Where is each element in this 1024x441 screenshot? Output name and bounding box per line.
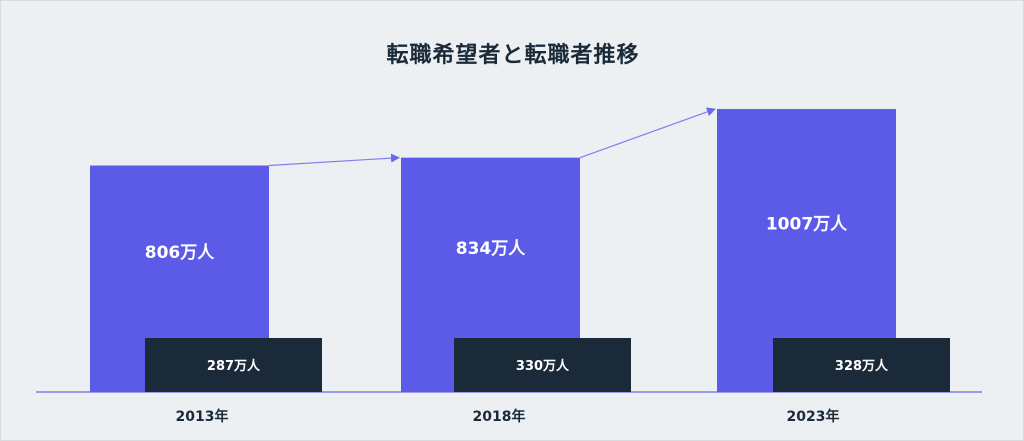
- x-tick-label-2: 2018年: [473, 408, 526, 425]
- trend-arrow-2: [579, 107, 716, 159]
- primary-bar-label-2: 834万人: [456, 239, 526, 259]
- trend-arrow-1: [268, 153, 400, 167]
- primary-bar-label-1: 806万人: [145, 243, 215, 263]
- x-tick-label-3: 2023年: [787, 408, 840, 425]
- primary-bar-label-3: 1007万人: [766, 215, 848, 235]
- secondary-bar-3: [773, 338, 950, 392]
- secondary-bar-label-3: 328万人: [835, 358, 889, 374]
- secondary-bar-1: [145, 338, 322, 392]
- chart-title: 転職希望者と転職者推移: [386, 43, 640, 68]
- secondary-bar-label-2: 330万人: [516, 358, 570, 374]
- secondary-bar-2: [454, 338, 631, 392]
- x-tick-label-1: 2013年: [176, 408, 229, 425]
- secondary-bar-label-1: 287万人: [207, 358, 261, 374]
